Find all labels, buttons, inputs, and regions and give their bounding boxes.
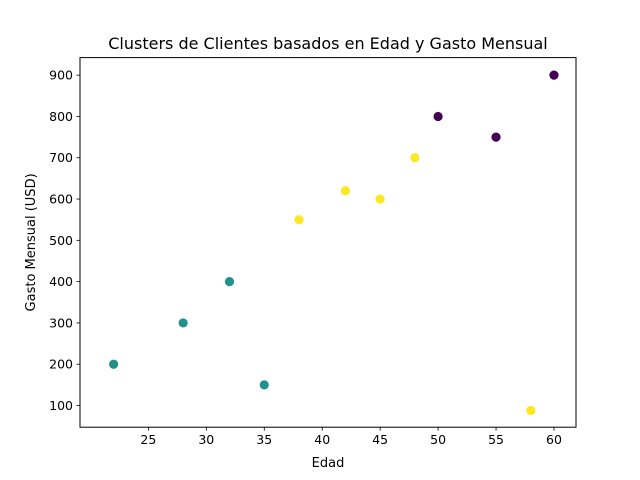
x-axis-label: Edad bbox=[312, 456, 345, 471]
points-layer bbox=[109, 70, 559, 416]
data-point-cluster-2 bbox=[410, 153, 420, 163]
data-point-cluster-0 bbox=[549, 70, 559, 80]
chart-title: Clusters de Clientes basados en Edad y G… bbox=[108, 34, 548, 53]
x-tick-label: 30 bbox=[198, 432, 214, 447]
data-point-cluster-2 bbox=[294, 215, 304, 225]
tick-layer: 25 30 35 40 45 50 55 60 100 200 300 400 500 600 700 800… bbox=[49, 68, 562, 448]
x-tick-label: 35 bbox=[256, 432, 272, 447]
y-tick-label: 700 bbox=[49, 150, 73, 165]
y-axis-label: Gasto Mensual (USD) bbox=[24, 173, 39, 311]
x-tick-label: 60 bbox=[546, 432, 562, 447]
data-point-cluster-1 bbox=[109, 359, 119, 369]
y-tick-label: 300 bbox=[49, 315, 73, 330]
x-tick-label: 25 bbox=[140, 432, 156, 447]
data-point-cluster-1 bbox=[259, 380, 269, 390]
y-tick-label: 400 bbox=[49, 274, 73, 289]
y-tick-label: 800 bbox=[49, 109, 73, 124]
data-point-cluster-2 bbox=[340, 186, 350, 196]
plot-area-frame bbox=[79, 57, 577, 428]
data-point-cluster-2 bbox=[375, 194, 385, 204]
x-tick-label: 50 bbox=[430, 432, 446, 447]
y-tick-label: 600 bbox=[49, 192, 73, 207]
y-tick-label: 200 bbox=[49, 357, 73, 372]
x-tick-label: 40 bbox=[314, 432, 330, 447]
y-tick-label: 900 bbox=[49, 68, 73, 83]
y-tick-label: 100 bbox=[49, 398, 73, 413]
data-point-cluster-1 bbox=[178, 318, 188, 328]
data-point-cluster-0 bbox=[433, 111, 443, 122]
data-point-cluster-2 bbox=[526, 405, 536, 416]
x-tick-label: 55 bbox=[488, 432, 504, 447]
y-tick-label: 500 bbox=[49, 233, 73, 248]
data-point-cluster-1 bbox=[224, 277, 235, 287]
data-point-cluster-0 bbox=[491, 132, 501, 142]
x-tick-label: 45 bbox=[372, 432, 388, 447]
